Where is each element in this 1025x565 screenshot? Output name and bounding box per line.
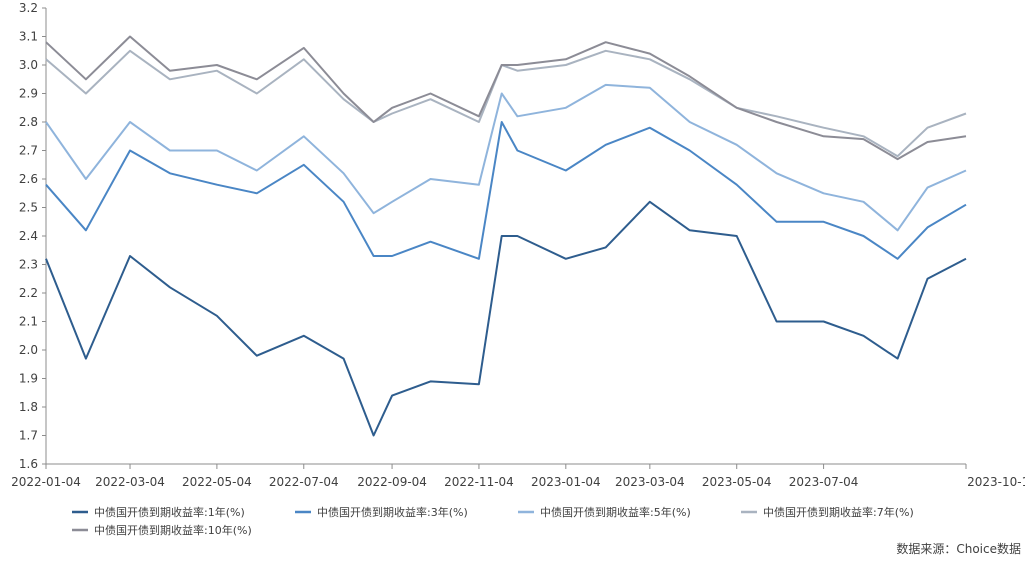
- legend-label: 中债国开债到期收益率:1年(%): [94, 505, 245, 519]
- y-tick-label: 2.2: [19, 286, 38, 300]
- y-tick-label: 3.2: [19, 1, 38, 15]
- series-lines: [45, 35, 967, 437]
- x-tick-label: 2022-03-04: [95, 475, 165, 489]
- series-line-4: [45, 49, 967, 158]
- x-tick-label: 2022-01-04: [11, 475, 81, 489]
- y-tick-label: 1.8: [19, 400, 38, 414]
- y-tick-label: 2.1: [19, 315, 38, 329]
- y-tick-label: 2.3: [19, 258, 38, 272]
- x-tick-label: 2023-10-12: [967, 475, 1025, 489]
- y-tick-label: 2.8: [19, 115, 38, 129]
- x-tick-label: 2022-11-04: [444, 475, 514, 489]
- y-tick-label: 1.7: [19, 429, 38, 443]
- x-tick-label: 2022-05-04: [182, 475, 252, 489]
- y-tick-label: 3.1: [19, 30, 38, 44]
- y-tick-label: 1.6: [19, 457, 38, 471]
- axes: 1.6 1.7 1.8 1.9 2.0 2.1 2.2 2.3 2.4 2.5 2.6 2.7 2.8 2…: [11, 1, 1025, 489]
- series-line-5: [45, 35, 967, 161]
- legend-label: 中债国开债到期收益率:5年(%): [540, 505, 691, 519]
- y-tick-label: 3.0: [19, 58, 38, 72]
- source-note: 数据来源：Choice数据: [896, 542, 1021, 556]
- x-tick-label: 2023-07-04: [789, 475, 859, 489]
- x-tick-label: 2023-01-04: [531, 475, 601, 489]
- x-tick-label: 2023-03-04: [615, 475, 685, 489]
- series-line-2: [45, 121, 967, 260]
- x-tick-label: 2022-09-04: [357, 475, 427, 489]
- legend: 中债国开债到期收益率:1年(%) 中债国开债到期收益率:3年(%) 中债国开债到期收…: [72, 505, 914, 537]
- y-tick-label: 2.9: [19, 87, 38, 101]
- y-tick-label: 2.7: [19, 144, 38, 158]
- legend-label: 中债国开债到期收益率:7年(%): [763, 505, 914, 519]
- y-tick-label: 2.0: [19, 343, 38, 357]
- x-tick-label: 2023-05-04: [702, 475, 772, 489]
- y-tick-label: 1.9: [19, 372, 38, 386]
- legend-label: 中债国开债到期收益率:10年(%): [94, 523, 252, 537]
- series-line-1: [45, 200, 967, 437]
- y-tick-label: 2.4: [19, 229, 38, 243]
- legend-label: 中债国开债到期收益率:3年(%): [317, 505, 468, 519]
- y-tick-label: 2.5: [19, 201, 38, 215]
- y-tick-label: 2.6: [19, 172, 38, 186]
- x-tick-label: 2022-07-04: [269, 475, 339, 489]
- series-line-3: [45, 83, 967, 232]
